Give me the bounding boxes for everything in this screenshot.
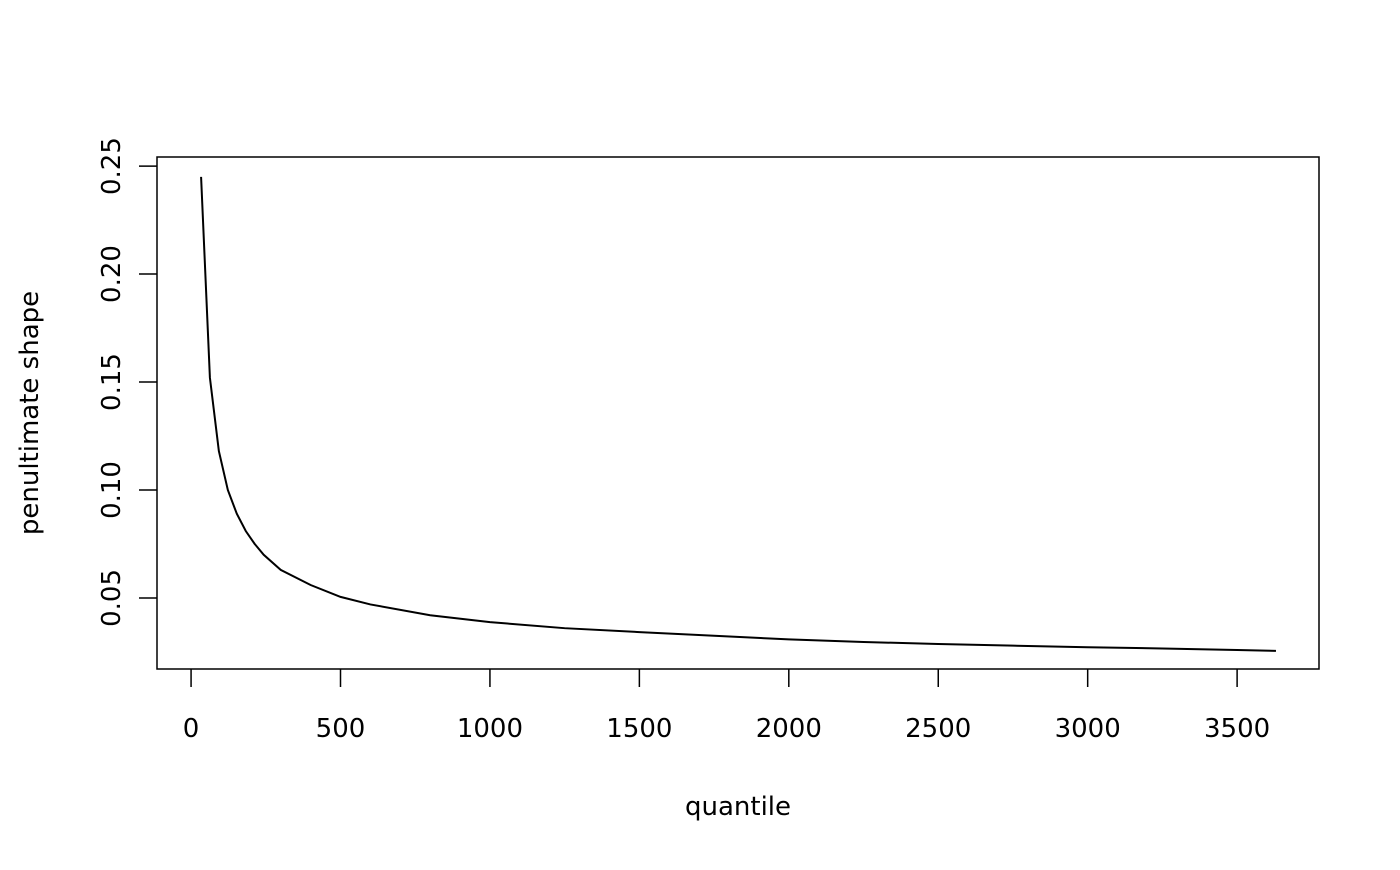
x-tick-label: 500 — [316, 714, 366, 744]
x-tick-label: 0 — [183, 714, 200, 744]
x-tick-label: 2500 — [905, 714, 971, 744]
x-tick-label: 1000 — [457, 714, 523, 744]
y-axis-label: penultimate shape — [15, 291, 45, 535]
x-tick-label: 3500 — [1204, 714, 1270, 744]
y-tick-label: 0.05 — [97, 569, 127, 627]
plot-frame — [156, 156, 1320, 670]
x-axis-label: quantile — [685, 792, 791, 822]
x-tick-label: 1500 — [606, 714, 672, 744]
y-tick-label: 0.25 — [97, 137, 127, 195]
y-tick-label: 0.20 — [97, 245, 127, 303]
x-tick-label: 2000 — [756, 714, 822, 744]
x-tick-label: 3000 — [1055, 714, 1121, 744]
y-tick-label: 0.10 — [97, 461, 127, 519]
y-tick-label: 0.15 — [97, 353, 127, 411]
data-line — [200, 176, 1276, 652]
